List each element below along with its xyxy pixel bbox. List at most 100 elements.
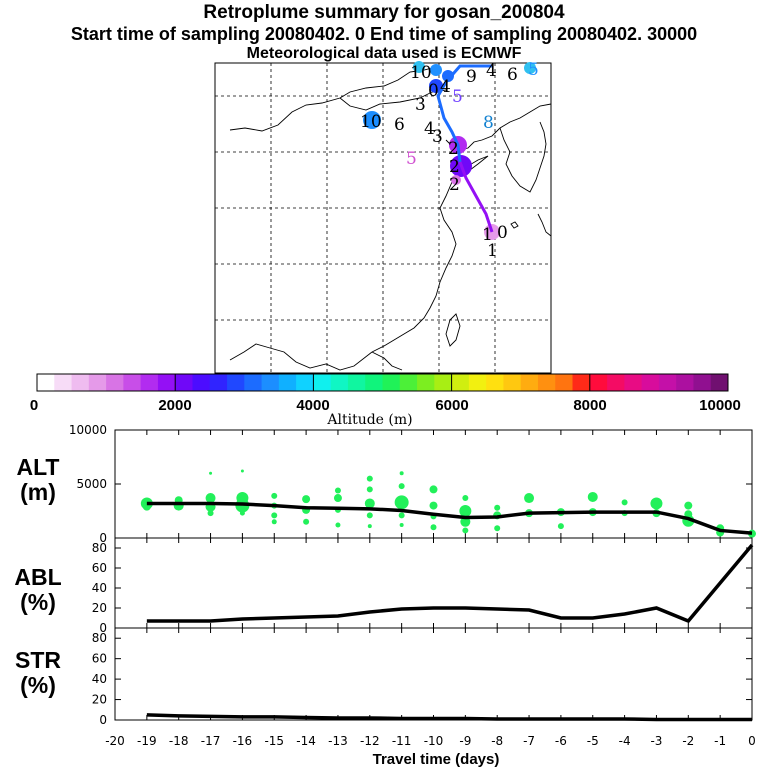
- map-frame: [214, 62, 552, 374]
- colorbar-swatch: [693, 374, 712, 391]
- altitude-colorbar: [36, 373, 729, 392]
- colorbar-swatch: [209, 374, 228, 391]
- travel-time-axis: -20 -19 -18 -17 -16 -15 -14 -13 -12 -11 -10 -9 -8 -7-…: [105, 734, 756, 748]
- colorbar-tick-10000: 10000: [699, 397, 741, 414]
- colorbar-swatch: [417, 374, 435, 391]
- colorbar-swatch: [261, 374, 280, 391]
- alt-scatter-point: [524, 493, 535, 504]
- colorbar-swatch: [313, 374, 332, 391]
- alt-panel: 0 5000 10000: [69, 423, 756, 545]
- x-tick-label: -11: [392, 734, 412, 748]
- x-tick-label: 0: [748, 734, 756, 748]
- y-tick-label: 0: [99, 621, 107, 635]
- alt-scatter-point: [209, 471, 213, 475]
- colorbar-swatch: [399, 374, 418, 391]
- alt-scatter-point: [303, 518, 310, 525]
- alt-scatter-point: [460, 516, 471, 527]
- alt-scatter-point: [459, 505, 472, 517]
- panel-frame: [114, 537, 753, 629]
- x-tick-label: -3: [650, 734, 662, 748]
- alt-scatter-point: [239, 510, 245, 516]
- map-label-5: 5: [528, 60, 539, 80]
- colorbar-swatch: [227, 374, 245, 391]
- colorbar-swatch: [123, 374, 142, 391]
- y-tick-label: 60: [92, 652, 107, 666]
- colorbar-swatch: [382, 374, 401, 391]
- alt-scatter-point: [587, 491, 598, 502]
- colorbar-swatch: [710, 374, 729, 391]
- coast-japan: [537, 213, 552, 237]
- map-label-7: 4: [440, 77, 451, 97]
- y-tick-label: 0: [99, 713, 107, 727]
- x-tick-label: -7: [523, 734, 535, 748]
- y-tick-label: 10000: [69, 423, 107, 437]
- plume-ring-8: [442, 70, 454, 82]
- y-tick-label: 80: [92, 631, 107, 645]
- alt-scatter-point: [302, 495, 311, 504]
- island-taiwan: [445, 313, 461, 347]
- colorbar-swatch: [572, 374, 591, 391]
- alt-scatter-point: [271, 492, 278, 499]
- alt-scatter-point: [429, 485, 438, 494]
- colorbar-swatch: [555, 374, 574, 391]
- abl-panel: 0 20 40 60 80: [92, 537, 754, 635]
- colorbar-swatch: [537, 374, 556, 391]
- coast-east: [371, 181, 457, 353]
- plume-track: [363, 61, 536, 240]
- y-tick-label: 0: [99, 531, 107, 545]
- map-label-16: 8: [483, 113, 494, 133]
- colorbar-tick-labels: 0 2000 4000 6000 8000 10000: [30, 397, 741, 414]
- x-tick-label: -8: [491, 734, 503, 748]
- alt-scatter-point: [650, 497, 663, 510]
- x-tick-label: -12: [360, 734, 380, 748]
- alt-scatter-point: [334, 487, 341, 494]
- coast-hainan: [371, 351, 403, 371]
- map-label-18: 2: [449, 175, 460, 195]
- coast-korea: [499, 121, 547, 193]
- plume-ring-3: [451, 175, 461, 185]
- alt-scatter-point: [462, 527, 469, 534]
- map-label-2: 9: [466, 67, 477, 87]
- map-label-21: 1: [487, 241, 498, 261]
- colorbar-tick-0: 0: [30, 397, 38, 414]
- south-border: [229, 343, 373, 371]
- map-label-8: 5: [452, 87, 463, 107]
- colorbar-swatch: [641, 374, 660, 391]
- colorbar-swatch: [157, 374, 176, 391]
- y-tick-label: 40: [92, 581, 107, 595]
- alt-scatter-point: [335, 522, 341, 528]
- alt-scatter-point: [205, 493, 216, 504]
- alt-scatter-point: [366, 486, 373, 493]
- alt-label: ALT: [16, 454, 59, 480]
- plume-centroid-line-upper: [436, 64, 492, 163]
- map-label-3: 4: [486, 61, 497, 81]
- alt-scatter-point: [494, 504, 501, 511]
- panel-frame: [114, 627, 753, 721]
- y-tick-label: 20: [92, 601, 107, 615]
- alt-scatter-point: [398, 512, 405, 519]
- map-label-19: 1: [482, 225, 493, 245]
- map-label-14: 2: [448, 139, 459, 159]
- x-tick-label: -9: [459, 734, 471, 748]
- y-tick-label: 5000: [76, 477, 107, 491]
- colorbar-swatch: [192, 374, 211, 391]
- alt-scatter-point: [366, 475, 373, 482]
- map-label-12: 4: [424, 119, 435, 139]
- alt-scatter-point: [399, 471, 404, 476]
- border-line-mongolia: [339, 89, 447, 111]
- alt-scatter-point: [557, 523, 564, 530]
- colorbar-tick-6000: 6000: [435, 397, 468, 414]
- plume-centroid-line-lower: [458, 161, 494, 233]
- colorbar-swatch: [468, 374, 487, 391]
- map-label-4: 6: [507, 65, 518, 85]
- colorbar-swatch: [347, 374, 366, 391]
- plume-ring-9: [430, 64, 442, 76]
- abl-unit: (%): [20, 589, 56, 615]
- alt-scatter-point: [207, 510, 214, 517]
- island-jeju: [510, 221, 519, 229]
- map-label-17: 2: [449, 157, 460, 177]
- colorbar-swatch: [503, 374, 522, 391]
- x-tick-label: -13: [328, 734, 348, 748]
- alt-scatter-point: [271, 512, 278, 519]
- alt-scatter-point: [399, 523, 404, 528]
